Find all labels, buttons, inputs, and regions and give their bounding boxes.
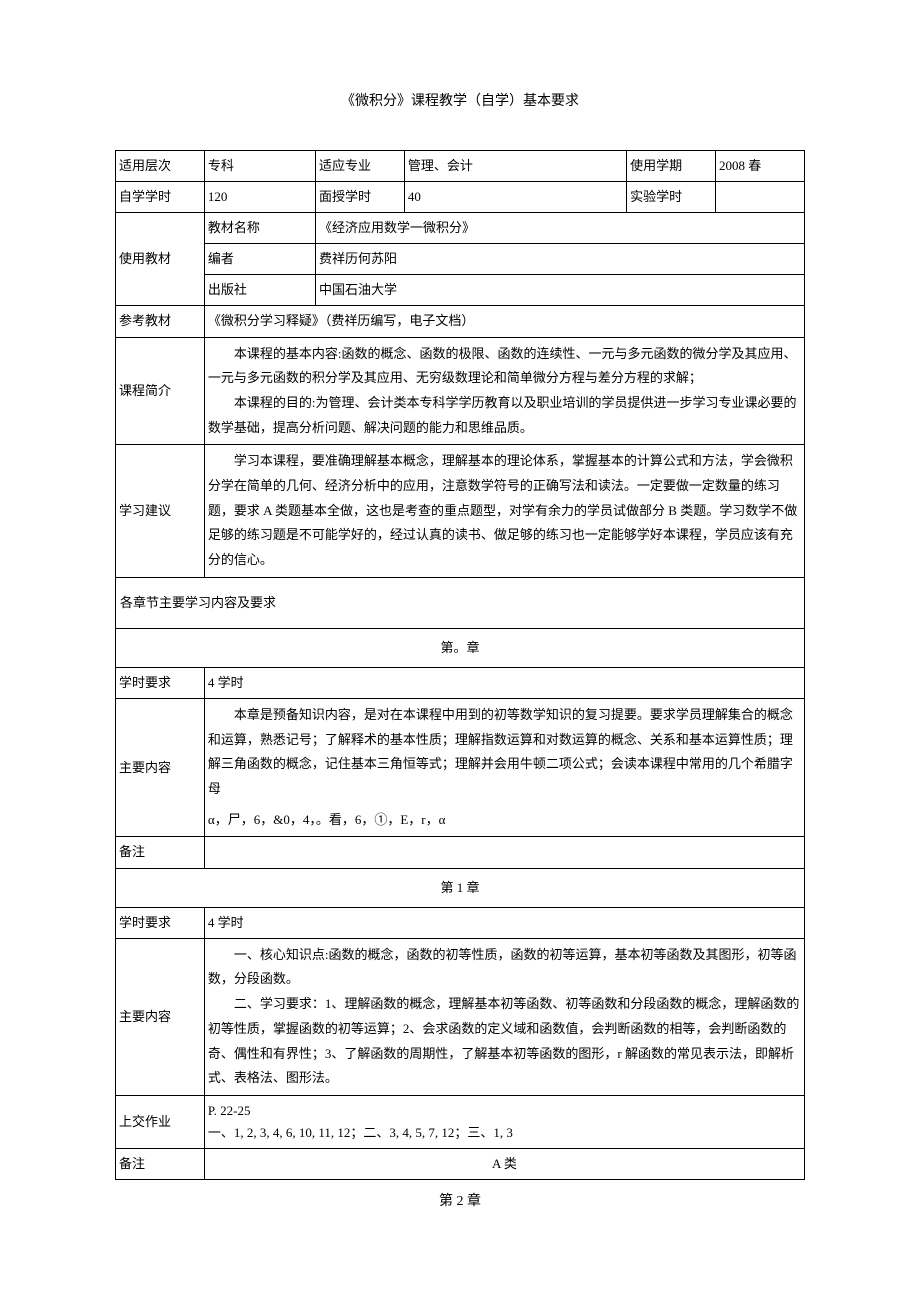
textbook-author-row: 编者 费祥历何苏阳 [116,244,805,275]
syllabus-table: 适用层次 专科 适应专业 管理、会计 使用学期 2008 春 自学学时 120 … [115,150,805,1180]
textbook-label: 使用教材 [116,213,205,306]
course-intro-p2: 本课程的目的:为管理、会计类本专科学学历教育以及职业培训的学员提供进一步学习专业… [208,391,801,440]
ch1-homework-label: 上交作业 [116,1095,205,1148]
textbook-name-label: 教材名称 [204,213,315,244]
ch1-remark-row: 备注 A 类 [116,1149,805,1180]
reference-value: 《微积分学习释疑》（费祥历编写，电子文档） [204,306,804,337]
ch0-content-row: 主要内容 本章是预备知识内容，是对在本课程中用到的初等数学知识的复习提要。要求学… [116,699,805,837]
ch1-header: 第 1 章 [116,868,805,907]
ch1-content-row: 主要内容 一、核心知识点:函数的概念，函数的初等性质，函数的初等运算，基本初等函… [116,938,805,1095]
ch0-hours-label: 学时要求 [116,667,205,698]
ch1-homework-row: 上交作业 P. 22-25 一、1, 2, 3, 4, 6, 10, 11, 1… [116,1095,805,1148]
self-study-hours-label: 自学学时 [116,182,205,213]
ch1-remark-label: 备注 [116,1149,205,1180]
lecture-hours-value: 40 [404,182,626,213]
ch0-remark-value [204,837,804,868]
ch1-content-p2: 二、学习要求：1、理解函数的概念，理解基本初等函数、初等函数和分段函数的概念，理… [208,992,801,1091]
ch1-hours-value: 4 学时 [204,907,804,938]
course-intro-value: 本课程的基本内容:函数的概念、函数的极限、函数的连续性、一元与多元函数的微分学及… [204,337,804,445]
ch1-hours-row: 学时要求 4 学时 [116,907,805,938]
ch0-remark-row: 备注 [116,837,805,868]
textbook-name-row: 使用教材 教材名称 《经济应用数学一微积分》 [116,213,805,244]
applicable-major-value: 管理、会计 [404,151,626,182]
course-intro-p1: 本课程的基本内容:函数的概念、函数的极限、函数的连续性、一元与多元函数的微分学及… [208,342,801,391]
ch1-homework-p1: P. 22-25 [208,1100,801,1122]
applicable-level-value: 专科 [204,151,315,182]
ch1-hours-label: 学时要求 [116,907,205,938]
study-advice-value: 学习本课程，要准确理解基本概念，理解基本的理论体系，掌握基本的计算公式和方法，学… [204,445,804,577]
ch1-homework-value: P. 22-25 一、1, 2, 3, 4, 6, 10, 11, 12；二、3… [204,1095,804,1148]
self-study-hours-value: 120 [204,182,315,213]
applicable-row: 适用层次 专科 适应专业 管理、会计 使用学期 2008 春 [116,151,805,182]
ch1-homework-p2: 一、1, 2, 3, 4, 6, 10, 11, 12；二、3, 4, 5, 7… [208,1122,801,1144]
course-intro-row: 课程简介 本课程的基本内容:函数的概念、函数的极限、函数的连续性、一元与多元函数… [116,337,805,445]
textbook-name-value: 《经济应用数学一微积分》 [316,213,805,244]
textbook-press-row: 出版社 中国石油大学 [116,275,805,306]
lab-hours-label: 实验学时 [627,182,716,213]
hours-row: 自学学时 120 面授学时 40 实验学时 [116,182,805,213]
ch1-remark-value: A 类 [204,1149,804,1180]
textbook-press-value: 中国石油大学 [316,275,805,306]
course-intro-label: 课程简介 [116,337,205,445]
ch0-hours-row: 学时要求 4 学时 [116,667,805,698]
study-advice-label: 学习建议 [116,445,205,577]
ch1-content-value: 一、核心知识点:函数的概念，函数的初等性质，函数的初等运算，基本初等函数及其图形… [204,938,804,1095]
ch1-content-p1: 一、核心知识点:函数的概念，函数的初等性质，函数的初等运算，基本初等函数及其图形… [208,943,801,992]
ch0-content-p2: α，尸，6，&0，4，。看，6，①，E，r，α [208,808,801,833]
textbook-press-label: 出版社 [204,275,315,306]
semester-label: 使用学期 [627,151,716,182]
semester-value: 2008 春 [716,151,805,182]
textbook-author-label: 编者 [204,244,315,275]
textbook-author-value: 费祥历何苏阳 [316,244,805,275]
study-advice-p1: 学习本课程，要准确理解基本概念，理解基本的理论体系，掌握基本的计算公式和方法，学… [208,449,801,572]
applicable-level-label: 适用层次 [116,151,205,182]
reference-label: 参考教材 [116,306,205,337]
reference-row: 参考教材 《微积分学习释疑》（费祥历编写，电子文档） [116,306,805,337]
sections-title: 各章节主要学习内容及要求 [116,577,805,628]
ch0-content-value: 本章是预备知识内容，是对在本课程中用到的初等数学知识的复习提要。要求学员理解集合… [204,699,804,837]
lab-hours-value [716,182,805,213]
ch0-remark-label: 备注 [116,837,205,868]
ch0-header: 第。章 [116,628,805,667]
ch0-content-p1: 本章是预备知识内容，是对在本课程中用到的初等数学知识的复习提要。要求学员理解集合… [208,703,801,802]
ch1-content-label: 主要内容 [116,938,205,1095]
ch0-content-label: 主要内容 [116,699,205,837]
applicable-major-label: 适应专业 [316,151,405,182]
sections-title-row: 各章节主要学习内容及要求 [116,577,805,628]
lecture-hours-label: 面授学时 [316,182,405,213]
document-title: 《微积分》课程教学（自学）基本要求 [115,90,805,110]
study-advice-row: 学习建议 学习本课程，要准确理解基本概念，理解基本的理论体系，掌握基本的计算公式… [116,445,805,577]
ch2-header: 第 2 章 [115,1190,805,1210]
ch0-hours-value: 4 学时 [204,667,804,698]
